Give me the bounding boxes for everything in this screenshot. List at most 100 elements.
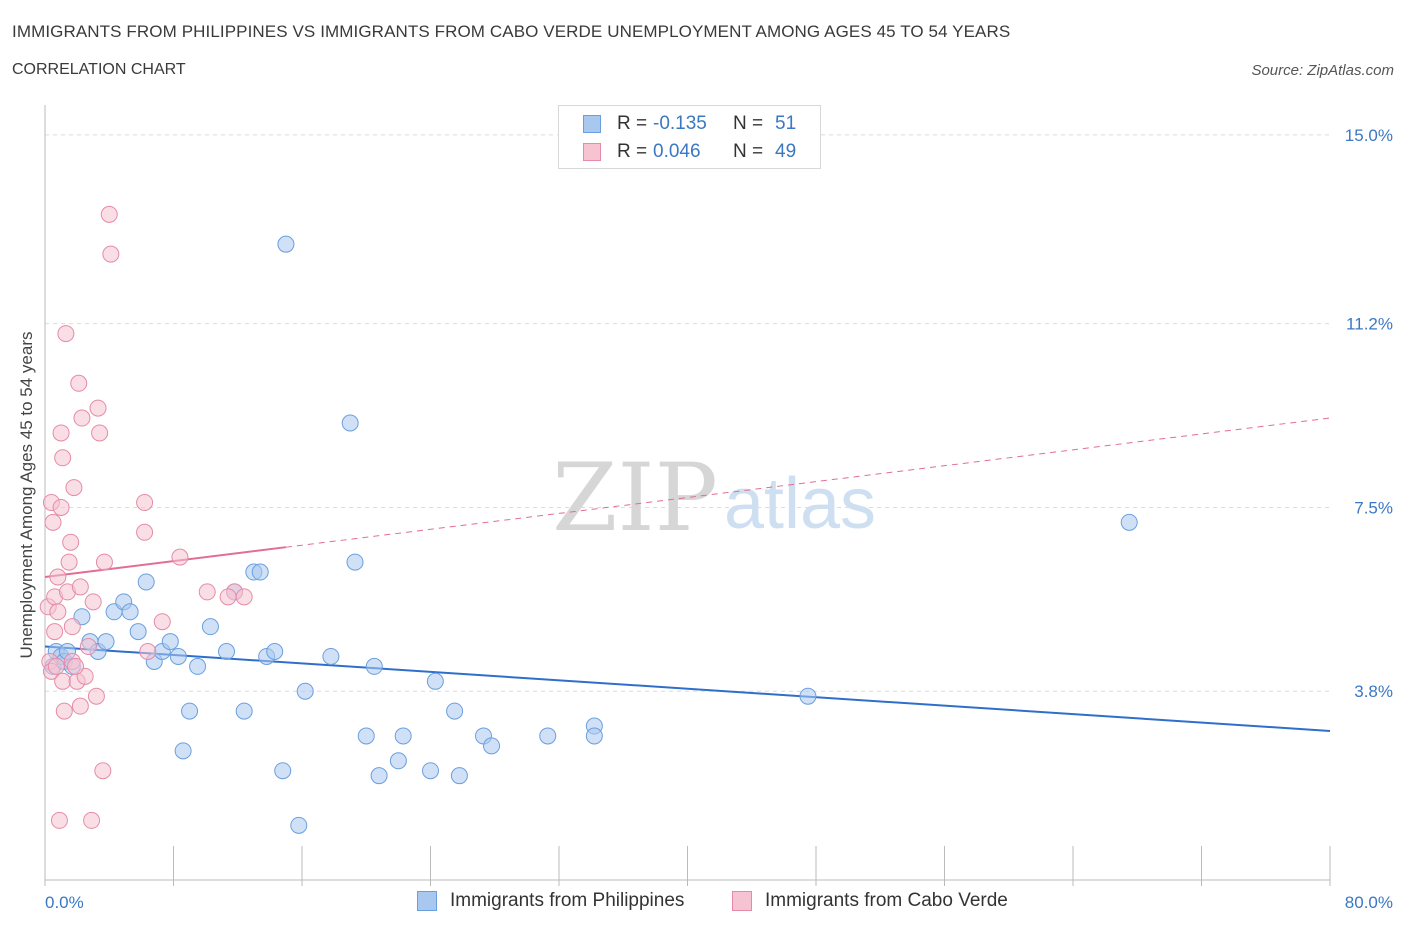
legend-swatch-philippines [583, 115, 601, 133]
point-cabo-verde [100, 205, 118, 223]
r-label: R = [617, 141, 648, 162]
point-philippines [357, 727, 375, 745]
chart-title: IMMIGRANTS FROM PHILIPPINES VS IMMIGRANT… [12, 22, 1011, 41]
point-philippines [426, 672, 444, 690]
point-cabo-verde [63, 618, 81, 636]
point-cabo-verde [47, 657, 65, 675]
point-cabo-verde [67, 657, 85, 675]
data-points [39, 205, 1138, 834]
point-cabo-verde [54, 672, 72, 690]
point-philippines [290, 816, 308, 834]
point-cabo-verde [52, 424, 70, 442]
correlation-legend: R = -0.135 N = 51 R = 0.046 N = 49 [558, 105, 821, 169]
point-philippines [370, 767, 388, 785]
point-philippines [322, 647, 340, 665]
legend-item-philippines[interactable]: Immigrants from Philippines [417, 890, 684, 912]
point-philippines [129, 623, 147, 641]
n-value: 49 [775, 141, 797, 162]
y-tick-label: 3.8% [1354, 682, 1393, 701]
tick-labels: 3.8% 7.5% 11.2% 15.0% 0.0% 80.0% [45, 126, 1393, 912]
point-philippines [394, 727, 412, 745]
x-tick-label: 0.0% [45, 893, 84, 912]
axes [44, 105, 1331, 886]
point-philippines [181, 702, 199, 720]
point-philippines [1120, 513, 1138, 531]
watermark-atlas: atlas [724, 464, 876, 544]
chart-subtitle: CORRELATION CHART [12, 61, 186, 78]
legend-row-cabo-verde: R = 0.046 N = 49 [583, 140, 796, 164]
point-philippines [483, 737, 501, 755]
point-philippines [539, 727, 557, 745]
trend-line-cabo-verde [44, 546, 287, 578]
point-cabo-verde [171, 548, 189, 566]
point-cabo-verde [65, 479, 83, 497]
point-cabo-verde [55, 702, 73, 720]
point-cabo-verde [87, 687, 105, 705]
y-tick-label: 11.2% [1346, 315, 1393, 334]
point-cabo-verde [49, 568, 67, 586]
y-axis-title: Unemployment Among Ages 45 to 54 years [17, 331, 36, 659]
point-philippines [799, 687, 817, 705]
x-tick-label: 80.0% [1345, 893, 1393, 912]
point-cabo-verde [198, 583, 216, 601]
point-philippines [169, 647, 187, 665]
n-label: N = [733, 113, 764, 134]
point-cabo-verde [83, 811, 101, 829]
point-cabo-verde [94, 762, 112, 780]
n-label: N = [733, 141, 764, 162]
point-philippines [189, 657, 207, 675]
point-cabo-verde [73, 409, 91, 427]
n-value: 51 [775, 113, 797, 134]
legend-row-philippines: R = -0.135 N = 51 [583, 112, 796, 136]
point-cabo-verde [44, 513, 62, 531]
series-legend: Immigrants from Philippines Immigrants f… [0, 890, 1406, 914]
point-philippines [277, 235, 295, 253]
point-philippines [161, 633, 179, 651]
point-philippines [450, 767, 468, 785]
legend-swatch-philippines [417, 891, 437, 911]
point-philippines [235, 702, 253, 720]
point-philippines [422, 762, 439, 780]
watermark-zip: ZIP [552, 444, 718, 553]
point-philippines [137, 573, 155, 591]
point-cabo-verde [95, 553, 113, 571]
r-value: 0.046 [653, 141, 701, 162]
point-philippines [446, 702, 464, 720]
point-cabo-verde [102, 245, 120, 263]
point-philippines [365, 657, 383, 675]
point-philippines [121, 603, 139, 621]
legend-item-cabo-verde[interactable]: Immigrants from Cabo Verde [732, 890, 1008, 912]
y-tick-label: 7.5% [1354, 498, 1393, 517]
point-philippines [296, 682, 314, 700]
legend-label: Immigrants from Cabo Verde [765, 890, 1008, 911]
point-philippines [97, 633, 115, 651]
point-philippines [341, 414, 359, 432]
point-cabo-verde [235, 588, 253, 606]
r-value: -0.135 [653, 113, 707, 134]
point-cabo-verde [46, 623, 64, 641]
point-philippines [585, 727, 603, 745]
point-cabo-verde [49, 603, 67, 621]
point-cabo-verde [91, 424, 109, 442]
point-cabo-verde [52, 498, 70, 516]
legend-label: Immigrants from Philippines [450, 890, 685, 911]
point-cabo-verde [79, 638, 97, 656]
point-philippines [174, 742, 192, 760]
point-cabo-verde [60, 553, 78, 571]
source-label: Source: ZipAtlas.com [1251, 62, 1394, 79]
point-philippines [389, 752, 407, 770]
point-cabo-verde [84, 593, 102, 611]
point-cabo-verde [62, 533, 80, 551]
grid-lines [45, 134, 1330, 692]
point-cabo-verde [70, 374, 88, 392]
point-cabo-verde [54, 449, 72, 467]
point-cabo-verde [57, 325, 75, 343]
legend-swatch-cabo-verde [732, 891, 752, 911]
point-cabo-verde [50, 811, 68, 829]
legend-swatch-cabo-verde [583, 143, 601, 161]
point-cabo-verde [89, 399, 107, 417]
point-philippines [346, 553, 364, 571]
point-cabo-verde [219, 588, 237, 606]
point-philippines [201, 618, 219, 636]
